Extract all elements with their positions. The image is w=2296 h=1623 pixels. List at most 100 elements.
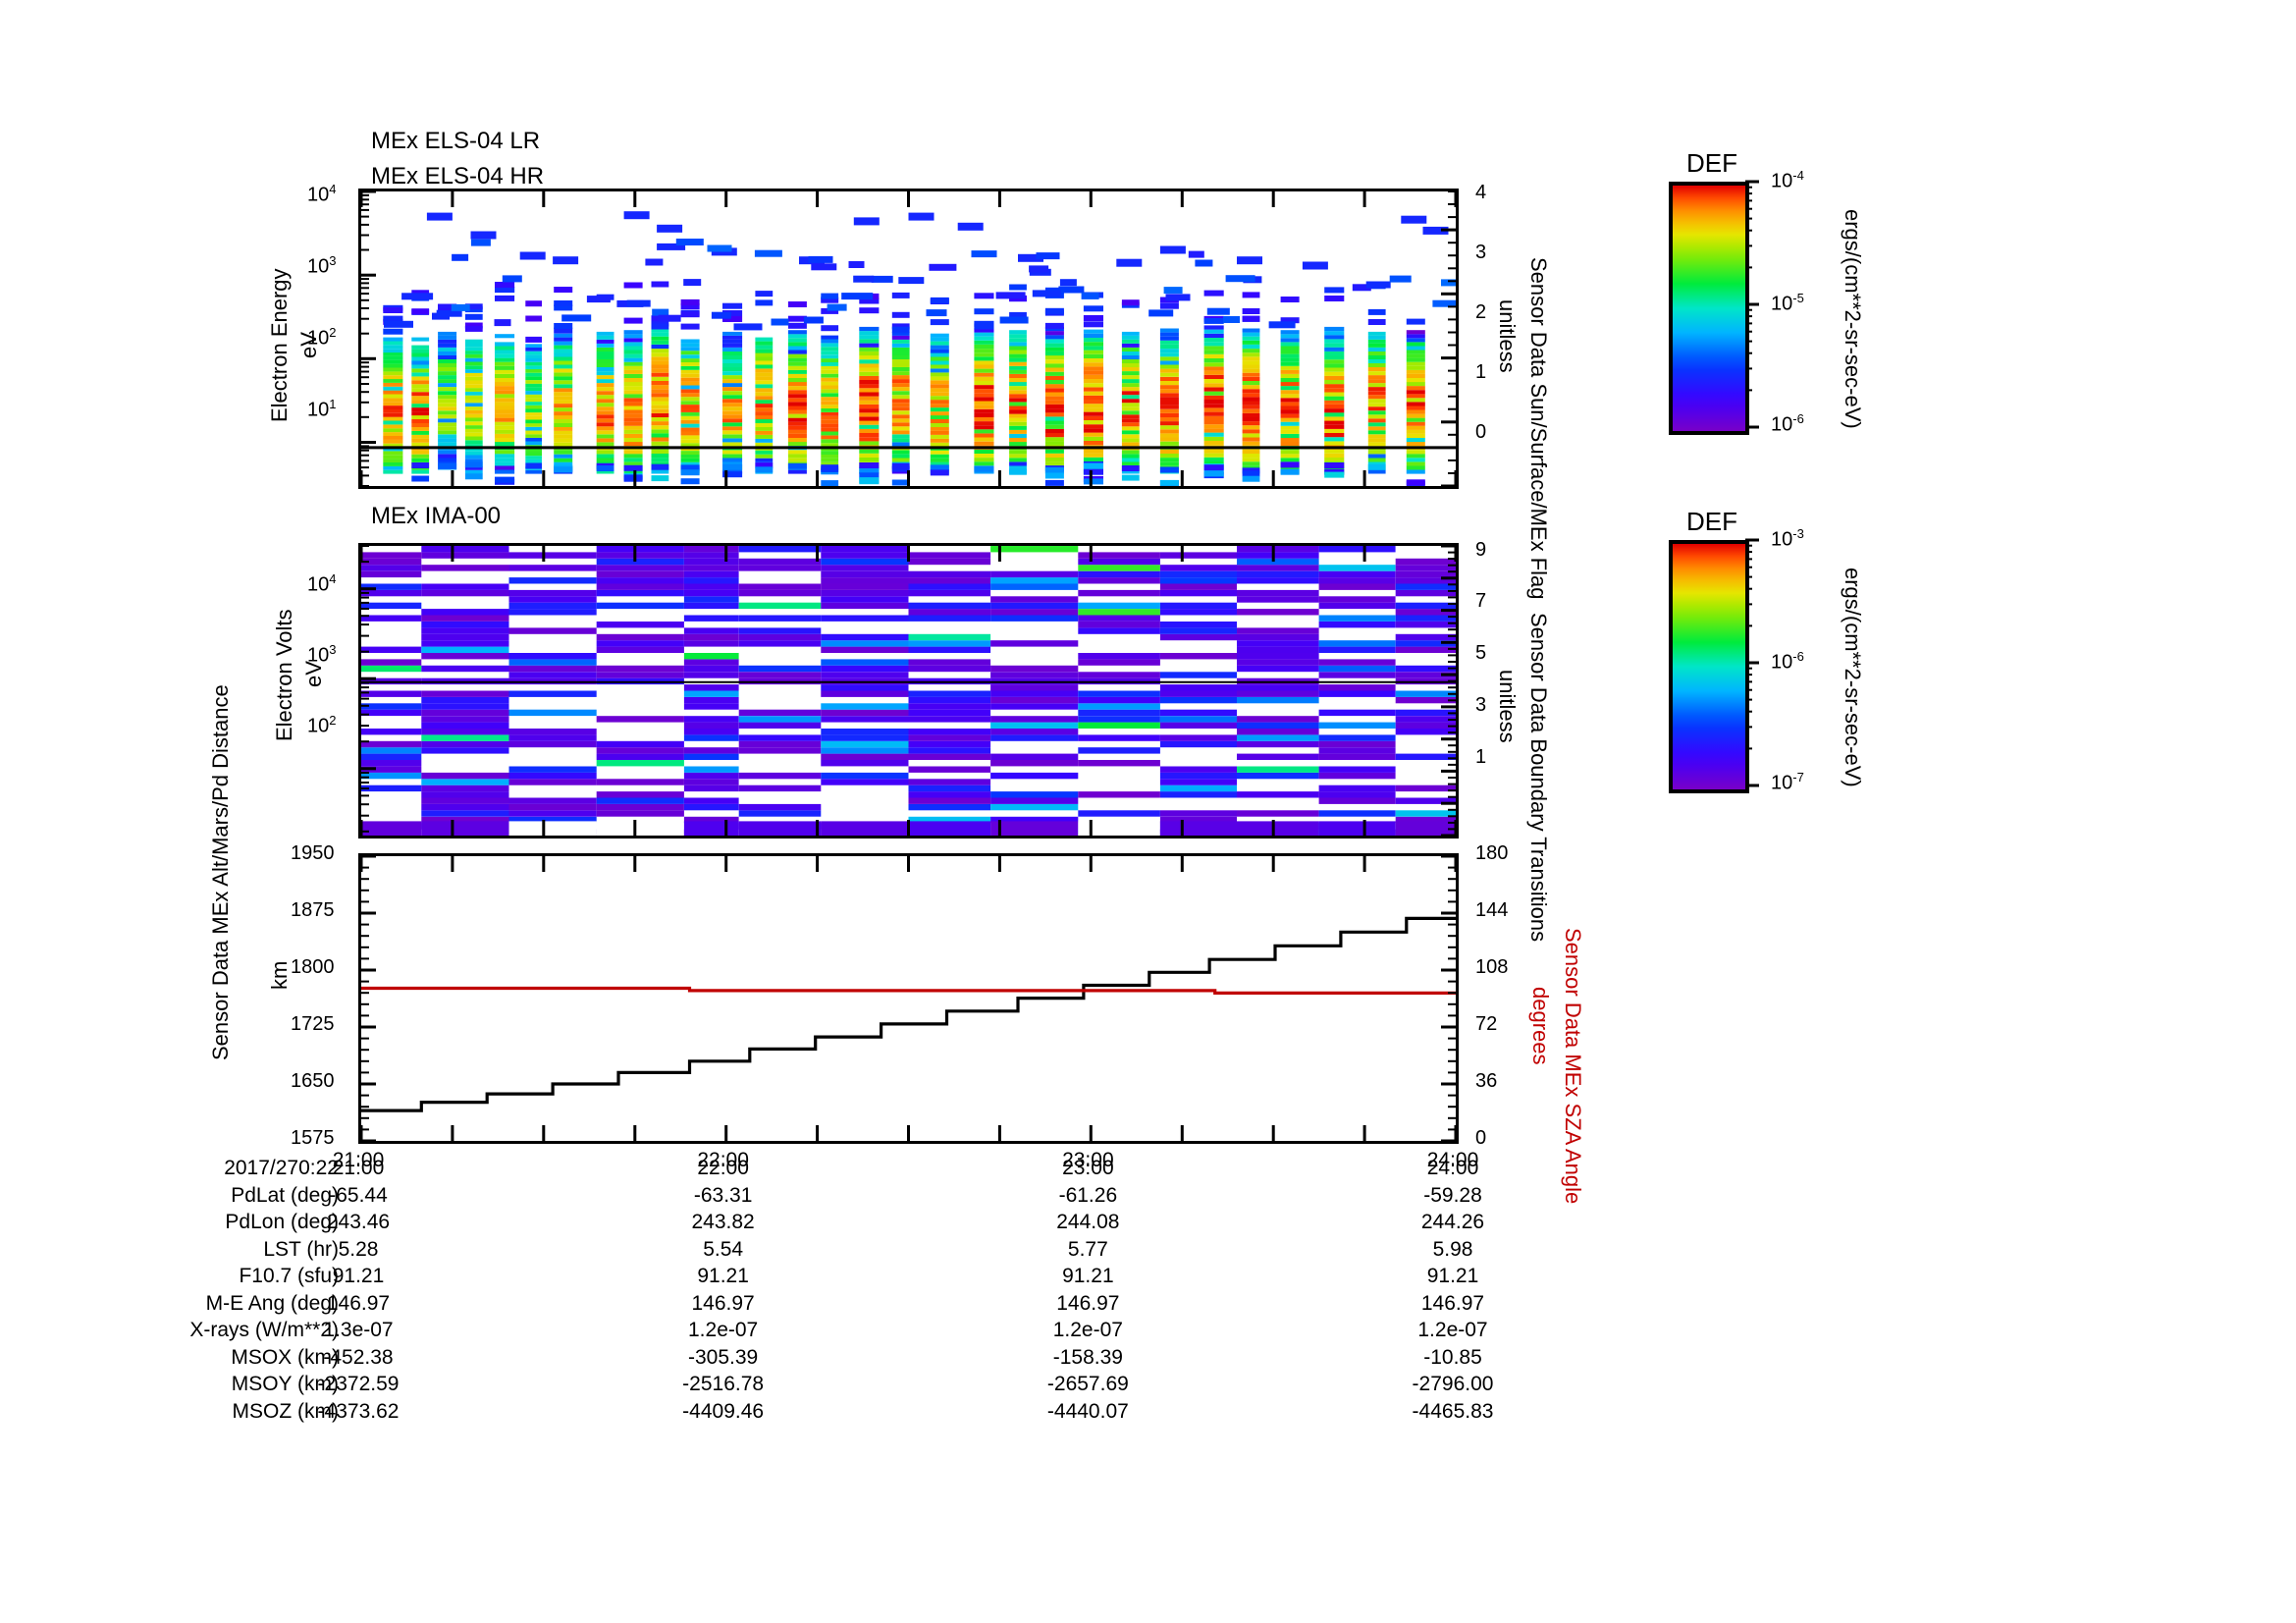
table-cell: 244.08 — [1056, 1211, 1120, 1233]
colorbar-ima-tick-mid: 10-6 — [1771, 649, 1804, 674]
table-row-label: LST (hr) — [263, 1237, 339, 1261]
table-cell: -10.85 — [1423, 1345, 1482, 1369]
panel-ima-plot-body — [361, 546, 1456, 836]
panel-els-plot-body — [361, 191, 1456, 486]
els-y2tick-3: 3 — [1475, 242, 1487, 263]
panel-ima: MEx IMA-00 Electron Volts eV 104 103 102… — [272, 503, 1551, 942]
table-cell: 5.98 — [1432, 1237, 1473, 1261]
table-row-label: PdLon (deg) — [225, 1211, 339, 1233]
panel-alt-left-axis-title1: Sensor Data MEx Alt/Mars/Pd Distance — [208, 684, 234, 1060]
colorbar-ima-ticks — [1745, 538, 1759, 787]
panel-alt-left-axis-units: km — [267, 961, 293, 990]
table-cell: -4440.07 — [1046, 1399, 1129, 1423]
table-cell: 1.2e-07 — [1052, 1319, 1123, 1341]
colorbar-ima-tick-top: 10-3 — [1771, 526, 1804, 551]
alt-y2tick-108: 108 — [1475, 956, 1509, 978]
els-ytick-10e4: 104 — [307, 182, 337, 206]
panel-alt-right-axis-title: Sensor Data MEx SZA Angle — [1560, 928, 1585, 1204]
table-row-label: X-rays (W/m**2) — [189, 1319, 339, 1341]
table-cell: 91.21 — [332, 1265, 385, 1287]
table-cell: 1.2e-07 — [688, 1319, 759, 1341]
panel-els-plot-frame[interactable] — [358, 189, 1459, 489]
alt-sza-lineplot — [361, 856, 1456, 1141]
table-cell: 243.46 — [326, 1211, 391, 1233]
table-cell: 146.97 — [326, 1291, 391, 1315]
panel-els: MEx ELS-04 LR MEx ELS-04 HR Electron Ene… — [0, 0, 2296, 600]
ima-spectrogram — [361, 546, 1456, 836]
alt-right-units-text: degrees — [1528, 987, 1553, 1065]
table-cell: -158.39 — [1052, 1345, 1123, 1369]
time-tick-2200: 22:00 — [697, 1149, 749, 1171]
ima-ytick-10e4: 104 — [307, 571, 337, 596]
els-y2tick-0: 0 — [1475, 421, 1487, 443]
table-row-label: M-E Ang (deg) — [205, 1291, 339, 1315]
alt-ytick-1950: 1950 — [291, 842, 335, 864]
panel-ima-title: MEx IMA-00 — [371, 503, 502, 529]
table-row-label: PdLat (deg) — [231, 1183, 339, 1207]
alt-ytick-1575: 1575 — [291, 1127, 335, 1149]
table-cell: 5.28 — [338, 1237, 379, 1261]
table-cell: 23:00 — [1062, 1157, 1114, 1179]
table-cell: 5.54 — [703, 1237, 744, 1261]
panel-alt-plot-frame[interactable] — [358, 853, 1459, 1144]
panel-ima-plot-frame[interactable] — [358, 543, 1459, 839]
colorbar-els-ticks — [1745, 180, 1759, 429]
table-cell: 5.77 — [1067, 1237, 1108, 1261]
table-cell: -2657.69 — [1046, 1373, 1129, 1395]
ima-y2tick-7: 7 — [1475, 590, 1487, 612]
alt-y2tick-180: 180 — [1475, 842, 1509, 864]
table-cell: -2372.59 — [317, 1373, 400, 1395]
colorbar-els-units: ergs/(cm**2-sr-sec-eV) — [1840, 209, 1865, 429]
panel-alt-plot-body — [361, 856, 1456, 1141]
els-y2tick-1: 1 — [1475, 361, 1487, 383]
table-cell: 91.21 — [697, 1265, 749, 1287]
alt-y2tick-144: 144 — [1475, 899, 1509, 921]
table-cell: 91.21 — [1426, 1265, 1479, 1287]
colorbar-ima-label: DEF — [1686, 507, 1737, 536]
colorbar-els-units-text: ergs/(cm**2-sr-sec-eV) — [1841, 209, 1865, 429]
alt-ytick-1800: 1800 — [291, 956, 335, 978]
table-cell: -4465.83 — [1412, 1399, 1494, 1423]
colorbar-els-label: DEF — [1686, 148, 1737, 178]
table-row-label: MSOX (km) — [231, 1345, 339, 1369]
table-cell: 91.21 — [1062, 1265, 1114, 1287]
table-cell: 146.97 — [1056, 1291, 1120, 1315]
ima-ytick-10e2: 102 — [307, 713, 337, 737]
colorbar-els-tick-mid: 10-5 — [1771, 291, 1804, 315]
panel-els-title-hr: MEx ELS-04 HR — [371, 163, 545, 189]
els-ytick-10e1: 101 — [307, 397, 337, 421]
table-cell: 146.97 — [691, 1291, 755, 1315]
table-cell: -452.38 — [323, 1345, 394, 1369]
panel-alt-right-axis-units: degrees — [1527, 987, 1553, 1065]
time-tick-2400: 24:00 — [1426, 1149, 1479, 1171]
table-cell: 146.97 — [1420, 1291, 1485, 1315]
table-cell: 1.3e-07 — [323, 1319, 394, 1341]
els-y2tick-4: 4 — [1475, 182, 1487, 203]
panel-els-title-lr: MEx ELS-04 LR — [371, 128, 541, 154]
table-cell: -65.44 — [329, 1183, 388, 1207]
alt-ytick-1650: 1650 — [291, 1070, 335, 1092]
colorbar-ima-units-text: ergs/(cm**2-sr-sec-eV) — [1841, 568, 1865, 787]
table-cell: -59.28 — [1423, 1183, 1482, 1207]
table-row-label: 2017/270:22 — [224, 1157, 339, 1179]
table-cell: 243.82 — [691, 1211, 755, 1233]
ima-y2tick-5: 5 — [1475, 642, 1487, 664]
alt-y2tick-72: 72 — [1475, 1013, 1498, 1035]
alt-right-title-text: Sensor Data MEx SZA Angle — [1561, 928, 1585, 1205]
time-tick-2100: 21:00 — [332, 1149, 385, 1171]
table-cell: -63.31 — [693, 1183, 753, 1207]
ima-y2tick-9: 9 — [1475, 539, 1487, 561]
table-cell: -4409.46 — [682, 1399, 765, 1423]
panel-alt: Sensor Data MEx Alt/Mars/Pd Distance km … — [208, 684, 1585, 1204]
els-ytick-10e3: 103 — [307, 253, 337, 278]
time-tick-2300: 23:00 — [1062, 1149, 1114, 1171]
ima-y2tick-1: 1 — [1475, 746, 1487, 768]
alt-ytick-1875: 1875 — [291, 899, 335, 921]
colorbar-ima-units: ergs/(cm**2-sr-sec-eV) — [1840, 568, 1865, 787]
els-spectrogram — [361, 191, 1456, 486]
ima-y2tick-3: 3 — [1475, 694, 1487, 716]
table-row-label: F10.7 (sfu) — [239, 1265, 339, 1287]
time-axis-labels: 21:00 22:00 23:00 24:00 — [0, 0, 2296, 1171]
table-row-label: MSOZ (km) — [232, 1399, 339, 1423]
table-cell: 1.2e-07 — [1417, 1319, 1488, 1341]
